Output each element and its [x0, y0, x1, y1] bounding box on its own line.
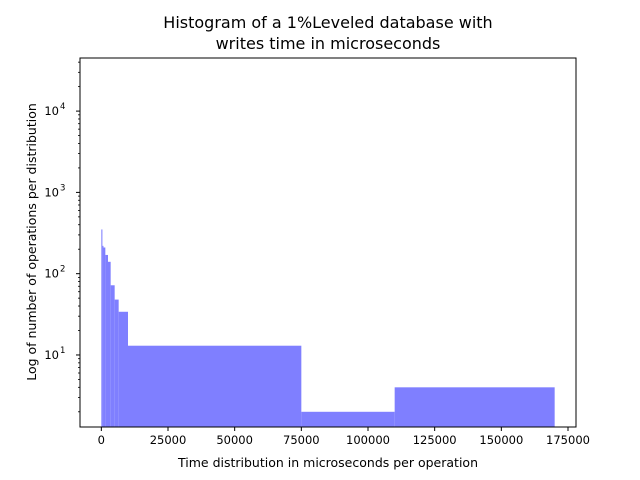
y-minor-ticks [78, 61, 80, 413]
x-tick-label-6: 150000 [479, 433, 523, 447]
y-tick-label-1: 10 [44, 267, 59, 281]
y-tick-exponent-3: 4 [60, 102, 65, 112]
histogram-bar-1 [102, 245, 104, 427]
y-tick-exponent-2: 3 [60, 183, 65, 193]
y-tick-exponent-1: 2 [60, 265, 65, 275]
y-tick-label-2: 10 [44, 185, 59, 199]
histogram-bars [101, 229, 555, 427]
x-tick-label-0: 0 [98, 433, 105, 447]
x-tick-label-5: 125000 [413, 433, 457, 447]
histogram-bar-3 [105, 254, 108, 427]
histogram-bar-0 [101, 229, 103, 427]
x-tick-label-7: 175000 [546, 433, 590, 447]
x-tick-label-1: 25000 [150, 433, 187, 447]
histogram-bar-6 [114, 299, 119, 427]
y-tick-exponent-0: 1 [60, 346, 65, 356]
histogram-bar-7 [118, 311, 128, 427]
histogram-bar-8 [128, 345, 302, 427]
histogram-bar-4 [108, 261, 111, 427]
y-tick-label-3: 10 [44, 104, 59, 118]
y-tick-label-0: 10 [44, 348, 59, 362]
x-tick-label-3: 75000 [283, 433, 320, 447]
y-axis-label: Log of number of operations per distribu… [24, 103, 39, 381]
plot-area-frame [79, 57, 577, 428]
x-tick-label-4: 100000 [346, 433, 390, 447]
x-tick-label-2: 50000 [216, 433, 253, 447]
histogram-bar-10 [394, 387, 555, 427]
x-axis-ticks: 0 25000 50000 75000 100000 125000 150000 175000 [98, 427, 590, 447]
histogram-bar-2 [103, 247, 106, 427]
chart-title-line-1: Histogram of a 1%Leveled database with [163, 13, 492, 32]
chart-title-line-2: writes time in microseconds [216, 34, 441, 53]
histogram-bar-9 [301, 411, 395, 427]
histogram-bar-5 [110, 285, 115, 427]
x-axis-label: Time distribution in microseconds per op… [177, 455, 478, 470]
